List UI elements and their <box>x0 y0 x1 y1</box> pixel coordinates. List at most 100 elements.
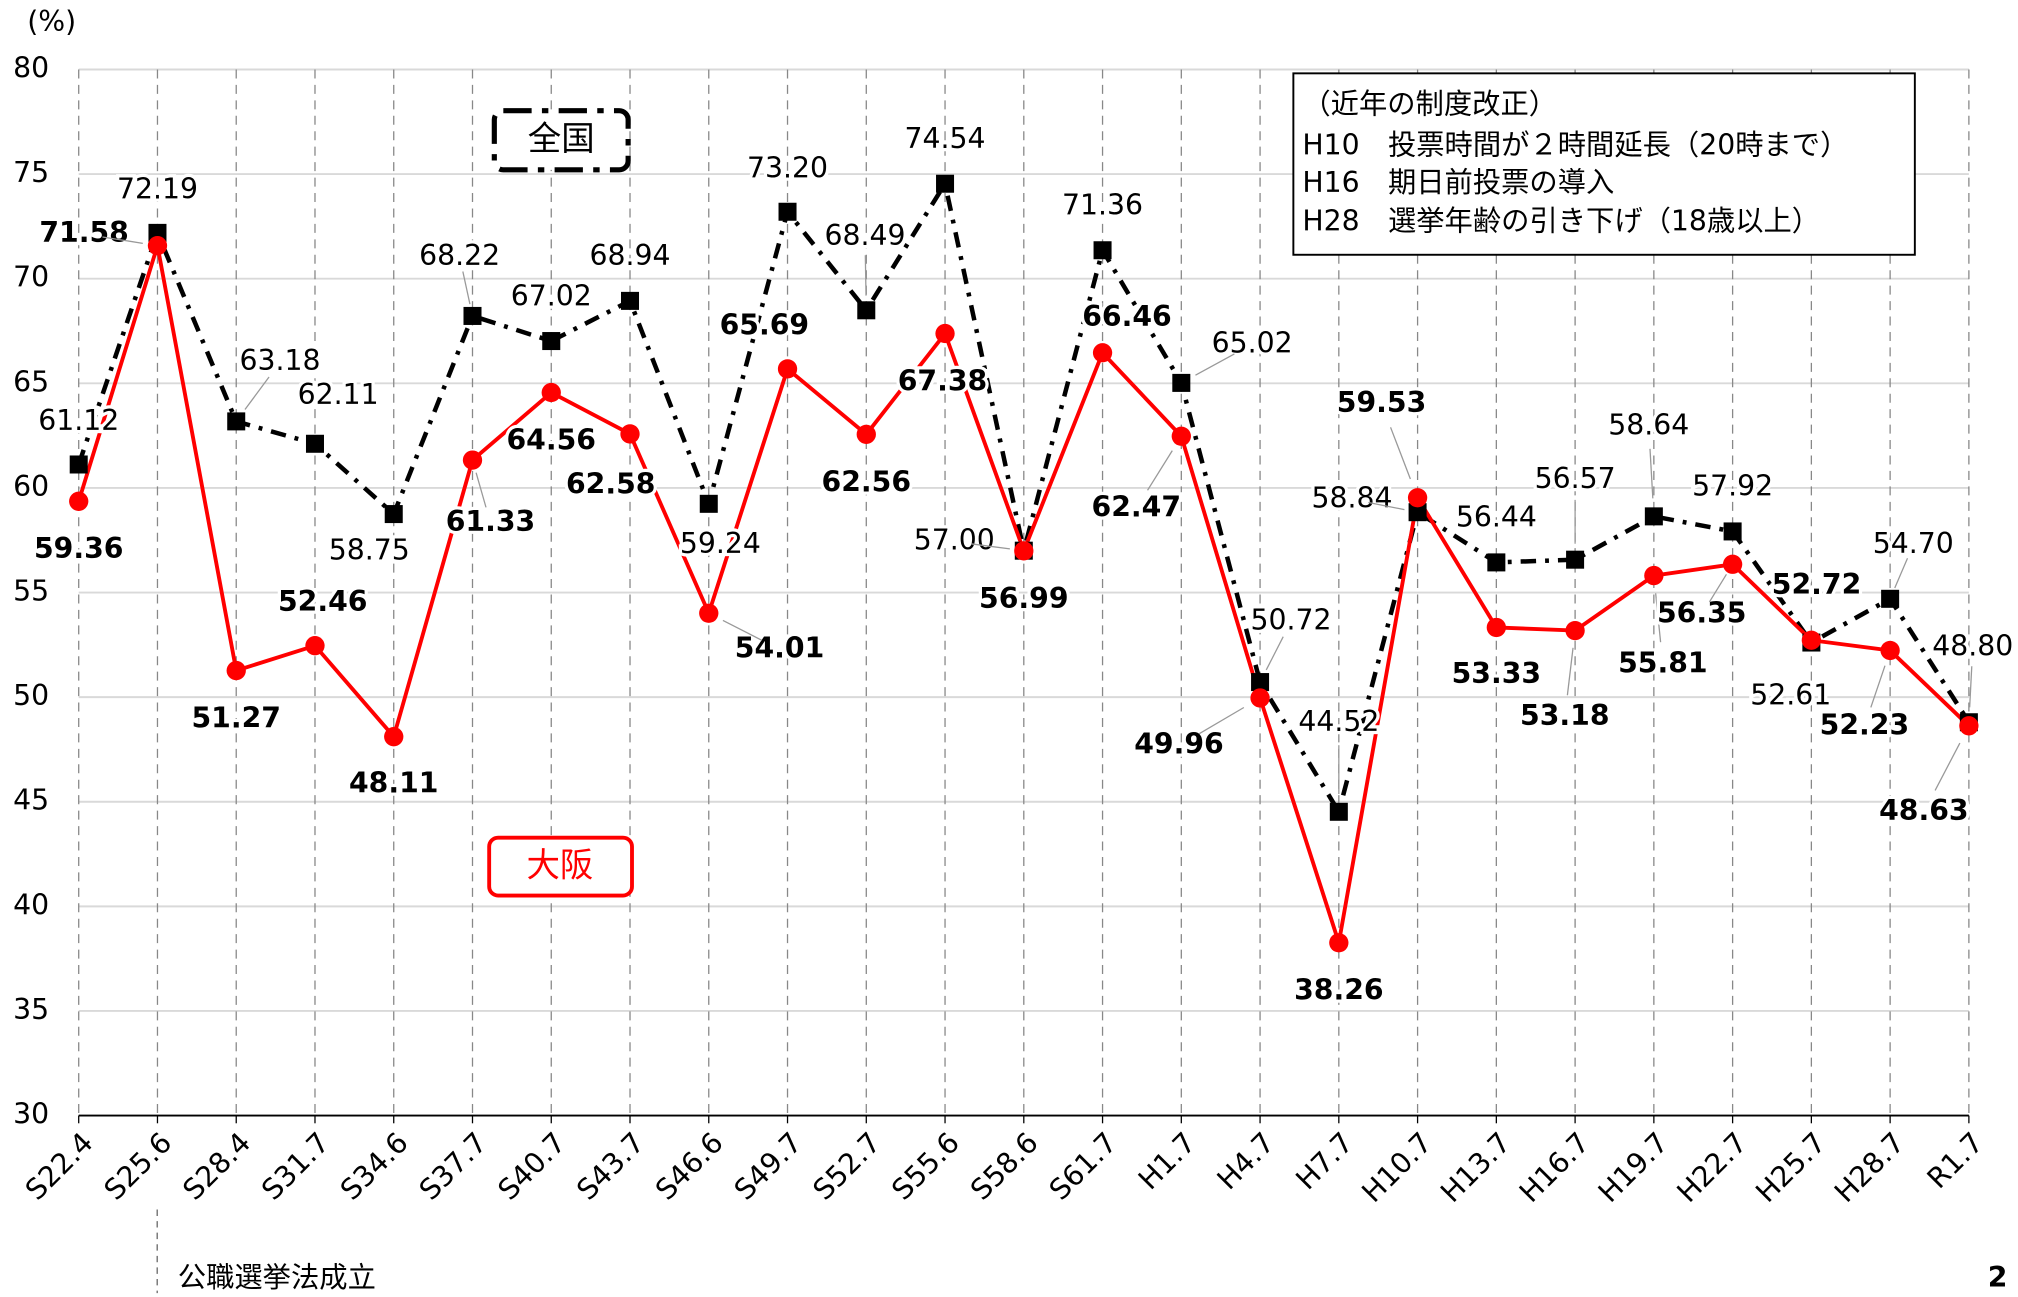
x-tick-label: S52.7 <box>807 1126 888 1207</box>
data-label: 72.19 <box>117 172 198 205</box>
series-tag-box <box>491 108 631 173</box>
data-label: 67.38 <box>898 364 988 397</box>
note-line: H28 選挙年齢の引き下げ（18歳以上） <box>1302 205 1820 238</box>
marker <box>1881 589 1900 608</box>
data-label: 56.57 <box>1535 462 1616 495</box>
x-tick-label: H25.7 <box>1749 1126 1832 1209</box>
page-number: 2 <box>1988 1261 2008 1294</box>
x-tick-label: S43.7 <box>570 1126 651 1207</box>
leader-line <box>1655 593 1662 643</box>
marker <box>1329 933 1349 953</box>
data-label: 48.11 <box>349 766 439 799</box>
data-label: 62.56 <box>822 465 912 498</box>
marker <box>699 603 719 623</box>
x-tick-label: S55.6 <box>885 1126 966 1207</box>
data-label: 61.12 <box>38 404 119 437</box>
x-tick-label: S34.6 <box>334 1126 415 1207</box>
marker <box>227 412 246 431</box>
marker <box>699 494 718 513</box>
data-label: 71.36 <box>1062 188 1143 221</box>
data-label: 67.02 <box>511 279 592 312</box>
x-tick-label: S37.7 <box>413 1126 494 1207</box>
markers <box>69 174 1979 953</box>
data-label: 59.53 <box>1337 386 1427 419</box>
data-label: 59.24 <box>680 527 761 560</box>
x-tick-label: H4.7 <box>1211 1126 1281 1196</box>
leader-line <box>462 271 471 305</box>
y-tick-label: 70 <box>13 261 49 294</box>
data-label: 62.58 <box>566 467 656 500</box>
data-label: 68.49 <box>824 219 905 252</box>
marker <box>621 291 640 310</box>
data-label: 66.46 <box>1082 300 1172 333</box>
x-tick-label: H1.7 <box>1132 1126 1202 1196</box>
x-tick-label: H22.7 <box>1671 1126 1754 1209</box>
leader-line <box>1195 353 1235 376</box>
marker <box>778 202 797 221</box>
marker <box>1329 802 1348 821</box>
marker <box>463 306 482 325</box>
data-label: 55.81 <box>1618 646 1708 679</box>
marker <box>69 491 89 511</box>
marker <box>1959 716 1979 736</box>
marker <box>856 424 876 445</box>
x-tick-label: S40.7 <box>492 1126 573 1207</box>
y-tick-label: 50 <box>13 679 49 712</box>
data-label: 53.33 <box>1452 657 1542 690</box>
leader-line <box>102 236 143 244</box>
y-axis-label: (%) <box>27 5 76 38</box>
marker <box>1486 617 1506 638</box>
data-label: 53.18 <box>1520 699 1610 732</box>
x-tick-label: S46.6 <box>649 1126 730 1207</box>
y-tick-label: 55 <box>13 575 49 608</box>
note-line: （近年の制度改正） <box>1302 88 1557 121</box>
data-label: 61.33 <box>446 505 536 538</box>
data-label: 65.02 <box>1212 326 1293 359</box>
y-tick-label: 30 <box>13 1098 49 1131</box>
marker <box>1093 241 1112 260</box>
marker <box>1722 554 1743 574</box>
notes-box <box>1292 72 1916 256</box>
leader-line <box>1146 450 1173 491</box>
data-label: 62.11 <box>298 378 379 411</box>
data-label: 58.75 <box>329 533 410 566</box>
marker <box>384 505 403 524</box>
series-tag-box <box>487 835 634 898</box>
x-tick-label: S58.6 <box>964 1126 1045 1207</box>
marker <box>857 301 876 320</box>
data-label: 57.92 <box>1692 470 1773 503</box>
data-label: 52.23 <box>1820 708 1910 741</box>
x-tick-label: H10.7 <box>1356 1126 1439 1209</box>
x-tick-label: H19.7 <box>1592 1126 1675 1209</box>
data-label: 57.00 <box>914 524 995 557</box>
marker <box>305 434 324 453</box>
data-label: 48.80 <box>1932 630 2013 663</box>
data-label: 56.44 <box>1456 501 1537 534</box>
marker <box>1014 541 1034 561</box>
x-tick-label: S28.4 <box>177 1126 258 1207</box>
marker <box>1565 620 1585 641</box>
marker <box>777 359 798 379</box>
marker <box>305 636 325 656</box>
data-label: 71.58 <box>39 216 129 249</box>
marker <box>69 455 88 474</box>
data-label: 63.18 <box>239 344 320 377</box>
data-label: 52.72 <box>1772 568 1862 601</box>
y-tick-label: 35 <box>13 993 49 1026</box>
data-label: 54.01 <box>735 631 825 664</box>
y-tick-label: 45 <box>13 784 49 817</box>
x-tick-label: H7.7 <box>1290 1126 1360 1196</box>
data-label: 73.20 <box>747 151 828 184</box>
data-label: 44.52 <box>1298 705 1379 738</box>
marker <box>1566 550 1585 569</box>
y-tick-label: 40 <box>13 888 49 921</box>
x-tick-label: R1.7 <box>1921 1126 1990 1195</box>
data-label: 56.35 <box>1657 596 1747 629</box>
x-tick-label: S25.6 <box>98 1126 179 1207</box>
x-tick-label: S31.7 <box>255 1126 336 1207</box>
data-label: 65.69 <box>720 308 810 341</box>
y-tick-label: 65 <box>13 365 49 398</box>
x-tick-label: S22.4 <box>19 1126 100 1207</box>
y-tick-label: 80 <box>13 51 49 84</box>
